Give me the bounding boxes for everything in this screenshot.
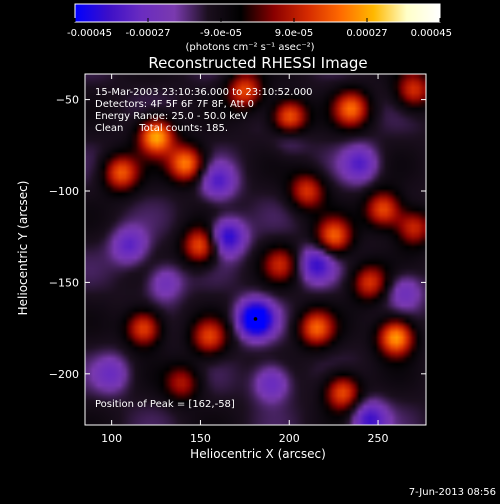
footer-date: 7-Jun-2013 08:56 xyxy=(409,487,496,498)
colorbar-tick-label: 0.00045 xyxy=(411,28,452,39)
colorbar-tick-label: 0.00027 xyxy=(346,28,387,39)
colorbar-tick-label: -9.0e-05 xyxy=(200,28,242,39)
colorbar-gradient xyxy=(74,3,441,23)
colorbar-ticks: -0.00045 -0.00027 -9.0e-05 9.0e-05 0.00027 0.… xyxy=(67,18,452,39)
peak-position-label: Position of Peak = [162,-58] xyxy=(95,399,235,410)
info-block: 15-Mar-2003 23:10:36.000 to 23:10:52.000… xyxy=(95,87,313,410)
colorbar-unit-label: (photons cm⁻² s⁻¹ asec⁻²) xyxy=(185,42,314,53)
y-axis-ticks: −50 −100 −150 −200 xyxy=(49,94,426,381)
x-tick-label: 250 xyxy=(368,432,389,445)
x-tick-label: 150 xyxy=(190,432,211,445)
info-line-energy: Energy Range: 25.0 - 50.0 keV xyxy=(95,111,248,122)
info-line-time: 15-Mar-2003 23:10:36.000 to 23:10:52.000 xyxy=(95,87,313,98)
plot-frame xyxy=(84,73,427,426)
y-tick-label: −100 xyxy=(49,185,79,198)
y-axis-label: Heliocentric Y (arcsec) xyxy=(16,181,30,316)
colorbar-tick-label: -0.00045 xyxy=(67,28,112,39)
heatmap-image xyxy=(85,74,426,425)
x-tick-label: 100 xyxy=(101,432,122,445)
info-line-counts: Clean Total counts: 185. xyxy=(95,123,228,134)
plot-area xyxy=(84,73,427,426)
colorbar-tick-label: 9.0e-05 xyxy=(275,28,313,39)
y-tick-label: −200 xyxy=(49,368,79,381)
x-axis-label: Heliocentric X (arcsec) xyxy=(190,447,326,461)
y-tick-label: −150 xyxy=(49,276,79,289)
colorbar: -0.00045 -0.00027 -9.0e-05 9.0e-05 0.00027 0.… xyxy=(67,3,452,53)
x-tick-label: 200 xyxy=(279,432,300,445)
info-line-detectors: Detectors: 4F 5F 6F 7F 8F, Att 0 xyxy=(95,99,254,110)
chart-title: Reconstructed RHESSI Image xyxy=(148,54,367,72)
y-tick-label: −50 xyxy=(56,94,79,107)
x-axis-ticks: 100 150 200 250 xyxy=(101,74,389,445)
colorbar-tick-label: -0.00027 xyxy=(126,28,171,39)
minimum-marker xyxy=(253,317,258,321)
